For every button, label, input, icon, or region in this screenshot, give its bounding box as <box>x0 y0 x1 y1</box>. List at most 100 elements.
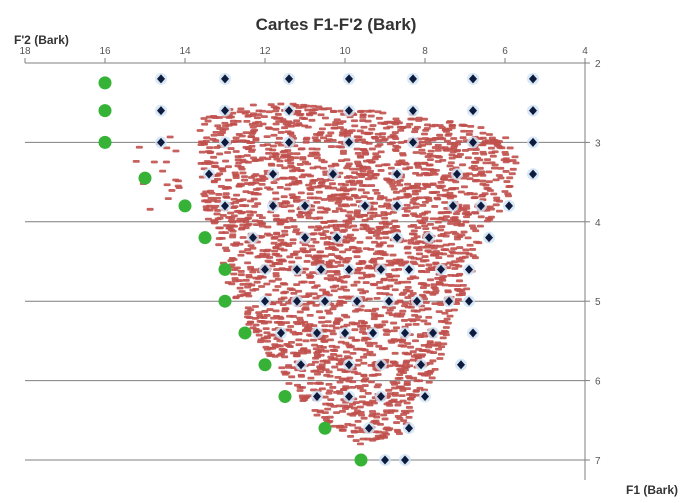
data-point <box>404 182 412 186</box>
data-point <box>287 209 295 213</box>
data-point <box>353 271 361 275</box>
data-point <box>490 166 498 170</box>
data-point <box>377 195 385 198</box>
data-point <box>266 354 274 358</box>
data-point <box>313 228 321 232</box>
data-point <box>280 291 288 295</box>
data-point <box>302 328 310 332</box>
data-point <box>239 282 247 286</box>
data-point <box>222 246 230 250</box>
data-point <box>450 145 458 149</box>
data-point <box>276 219 284 223</box>
data-point <box>420 117 428 121</box>
data-point <box>276 315 284 319</box>
data-point <box>295 338 303 342</box>
data-point <box>297 191 305 195</box>
data-point <box>332 284 340 288</box>
data-point <box>288 340 296 344</box>
data-point <box>467 147 475 151</box>
data-point <box>400 291 408 295</box>
data-point <box>359 327 367 331</box>
data-point <box>336 368 344 372</box>
data-point <box>356 164 364 168</box>
data-point <box>367 248 375 251</box>
data-point <box>281 229 289 233</box>
data-point <box>479 131 487 135</box>
data-point <box>346 233 354 237</box>
data-point <box>315 260 323 263</box>
data-point <box>387 274 395 278</box>
data-point <box>403 209 411 213</box>
data-point <box>237 107 245 111</box>
data-point <box>465 133 473 136</box>
data-point <box>454 237 462 241</box>
data-point <box>409 358 417 362</box>
grid-point <box>363 422 375 435</box>
data-point <box>464 156 472 160</box>
data-point <box>502 153 510 156</box>
data-point <box>432 168 440 172</box>
data-point <box>305 394 313 398</box>
data-point <box>334 375 342 379</box>
data-point <box>293 354 301 358</box>
data-point <box>405 415 413 419</box>
data-point <box>348 180 356 184</box>
data-point <box>312 303 320 307</box>
data-point <box>135 145 143 149</box>
data-point <box>203 208 211 212</box>
data-point <box>216 216 224 220</box>
data-point <box>252 173 260 176</box>
data-point <box>343 315 351 319</box>
grid-point <box>475 199 487 212</box>
data-point <box>422 259 430 262</box>
data-point <box>258 235 266 238</box>
data-point <box>325 261 333 265</box>
data-point <box>380 277 388 281</box>
data-point <box>356 308 364 312</box>
data-point <box>339 250 347 254</box>
data-point <box>221 121 229 125</box>
y-axis-label: F'2 (Bark) <box>14 33 69 47</box>
data-point <box>277 297 285 301</box>
data-point <box>318 320 326 324</box>
data-point <box>275 320 283 324</box>
data-point <box>265 320 273 324</box>
data-point <box>279 259 287 263</box>
data-point <box>437 228 445 232</box>
grid-point <box>311 390 323 403</box>
grid-point <box>467 72 479 85</box>
data-point <box>210 179 218 183</box>
data-point <box>404 194 412 198</box>
data-point <box>487 215 495 219</box>
data-point <box>382 333 390 336</box>
data-point <box>496 199 504 203</box>
data-point <box>232 150 240 153</box>
data-point <box>495 209 503 213</box>
data-point <box>310 232 318 236</box>
data-point <box>201 122 209 126</box>
data-point <box>457 222 465 226</box>
data-point <box>278 352 286 356</box>
data-point <box>373 437 381 441</box>
data-point <box>328 195 336 198</box>
data-point <box>249 103 257 107</box>
data-point <box>407 345 415 349</box>
data-point <box>396 338 404 342</box>
grid-point <box>155 104 167 117</box>
data-cloud <box>132 102 520 446</box>
data-point <box>238 134 246 138</box>
data-point <box>215 193 223 196</box>
data-point <box>309 108 317 112</box>
data-point <box>445 120 453 124</box>
data-point <box>347 434 355 438</box>
data-point <box>342 192 350 196</box>
data-point <box>406 364 414 368</box>
chart-title: Cartes F1-F'2 (Bark) <box>256 15 417 34</box>
data-point <box>332 345 340 349</box>
data-point <box>243 119 251 123</box>
data-point <box>272 122 280 126</box>
data-point <box>441 311 449 315</box>
data-point <box>373 412 381 416</box>
data-point <box>288 288 296 292</box>
data-point <box>411 339 419 343</box>
